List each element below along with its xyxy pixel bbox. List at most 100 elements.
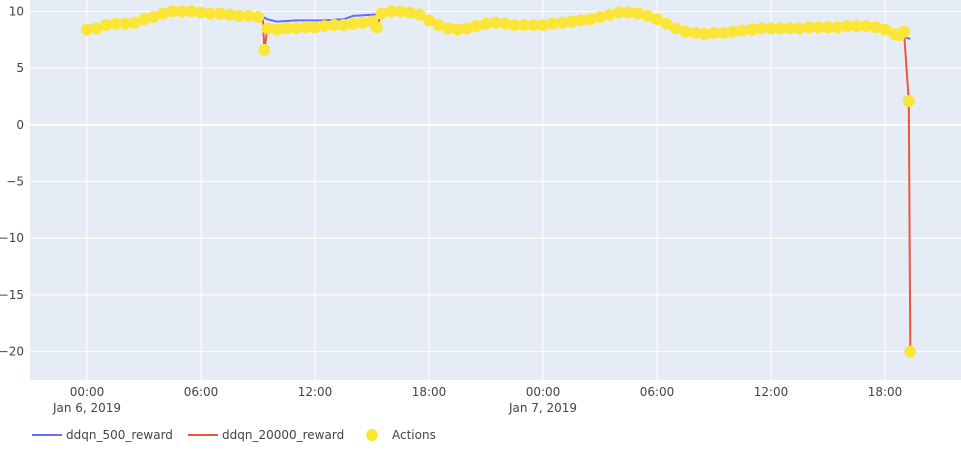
action-marker[interactable] (138, 13, 150, 26)
action-marker[interactable] (727, 25, 739, 38)
action-marker[interactable] (442, 22, 454, 35)
action-marker[interactable] (271, 23, 283, 36)
action-marker[interactable] (252, 11, 264, 23)
action-marker[interactable] (499, 17, 511, 30)
action-marker[interactable] (109, 17, 122, 30)
legend-item-Actions[interactable]: Actions (366, 428, 436, 442)
action-marker[interactable] (904, 345, 917, 358)
action-marker[interactable] (651, 13, 663, 26)
action-marker[interactable] (575, 14, 587, 27)
action-marker[interactable] (480, 17, 492, 30)
action-marker[interactable] (157, 7, 169, 20)
action-marker[interactable] (261, 22, 274, 35)
action-marker[interactable] (90, 22, 103, 35)
legend-swatch-marker (366, 429, 378, 441)
action-marker[interactable] (565, 15, 578, 28)
action-marker[interactable] (736, 24, 749, 37)
action-marker[interactable] (195, 6, 207, 19)
action-marker[interactable] (223, 8, 236, 21)
action-marker[interactable] (461, 22, 473, 35)
y-tick-label: 10 (9, 4, 24, 18)
action-marker[interactable] (717, 26, 730, 39)
action-marker[interactable] (100, 19, 112, 31)
action-marker[interactable] (860, 20, 872, 33)
action-marker[interactable] (81, 23, 93, 36)
action-marker[interactable] (765, 22, 777, 35)
action-marker[interactable] (318, 20, 331, 33)
action-marker[interactable] (119, 17, 131, 30)
action-marker[interactable] (622, 6, 635, 19)
action-marker[interactable] (375, 7, 388, 20)
action-marker[interactable] (831, 21, 844, 34)
action-marker[interactable] (176, 5, 188, 18)
action-marker[interactable] (679, 25, 692, 38)
legend-item-ddqn-500-reward[interactable]: ddqn_500_reward (32, 428, 173, 442)
action-marker[interactable] (337, 19, 350, 31)
action-marker[interactable] (290, 22, 302, 35)
action-marker[interactable] (689, 26, 701, 39)
action-marker[interactable] (869, 21, 882, 34)
y-tick-label: 5 (16, 61, 24, 75)
action-marker[interactable] (660, 17, 673, 30)
action-marker[interactable] (603, 8, 616, 21)
action-marker[interactable] (347, 17, 359, 30)
action-marker[interactable] (822, 21, 834, 34)
action-marker[interactable] (518, 19, 530, 31)
action-marker[interactable] (594, 11, 606, 23)
action-marker[interactable] (879, 23, 891, 36)
action-marker[interactable] (641, 9, 654, 22)
action-marker[interactable] (784, 22, 796, 35)
action-marker[interactable] (242, 9, 255, 22)
legend[interactable]: ddqn_500_reward ddqn_20000_reward Actions (32, 428, 436, 442)
action-markers[interactable] (81, 5, 917, 358)
action-marker[interactable] (356, 16, 369, 29)
action-marker[interactable] (258, 43, 271, 56)
action-marker[interactable] (214, 7, 226, 20)
action-marker[interactable] (755, 22, 768, 35)
action-marker[interactable] (394, 5, 407, 18)
action-marker[interactable] (746, 23, 758, 36)
action-marker[interactable] (774, 22, 787, 35)
action-marker[interactable] (850, 20, 863, 33)
action-marker[interactable] (280, 22, 293, 35)
action-marker[interactable] (147, 11, 160, 23)
action-marker[interactable] (584, 13, 597, 26)
action-marker[interactable] (423, 14, 435, 27)
action-marker[interactable] (404, 6, 416, 19)
action-marker[interactable] (451, 23, 464, 36)
action-marker[interactable] (432, 19, 445, 31)
y-tick-label: 0 (16, 118, 24, 132)
action-marker[interactable] (328, 19, 340, 31)
action-marker[interactable] (508, 19, 521, 31)
action-marker[interactable] (413, 8, 426, 21)
action-marker[interactable] (841, 20, 853, 33)
action-marker[interactable] (166, 5, 179, 18)
action-marker[interactable] (185, 5, 198, 18)
action-marker[interactable] (489, 16, 502, 29)
action-marker[interactable] (233, 9, 245, 22)
action-marker[interactable] (370, 21, 383, 34)
action-marker[interactable] (546, 17, 559, 30)
action-marker[interactable] (204, 7, 217, 20)
action-marker[interactable] (537, 19, 549, 31)
action-marker[interactable] (793, 22, 806, 35)
action-marker[interactable] (299, 21, 312, 34)
legend-item-ddqn-20000-reward[interactable]: ddqn_20000_reward (188, 428, 344, 442)
action-marker[interactable] (708, 26, 720, 39)
action-marker[interactable] (613, 6, 625, 19)
action-marker[interactable] (128, 16, 141, 29)
action-marker[interactable] (385, 5, 397, 18)
action-marker[interactable] (556, 16, 568, 29)
action-marker[interactable] (803, 21, 815, 34)
action-marker[interactable] (898, 25, 910, 38)
action-marker[interactable] (470, 20, 483, 33)
action-marker[interactable] (670, 22, 682, 35)
plot-background (30, 0, 961, 380)
action-marker[interactable] (812, 21, 825, 34)
y-tick-label: −15 (0, 288, 24, 302)
action-marker[interactable] (527, 19, 540, 31)
action-marker[interactable] (309, 21, 321, 34)
action-marker[interactable] (902, 95, 915, 107)
action-marker[interactable] (632, 7, 644, 20)
action-marker[interactable] (698, 28, 711, 40)
